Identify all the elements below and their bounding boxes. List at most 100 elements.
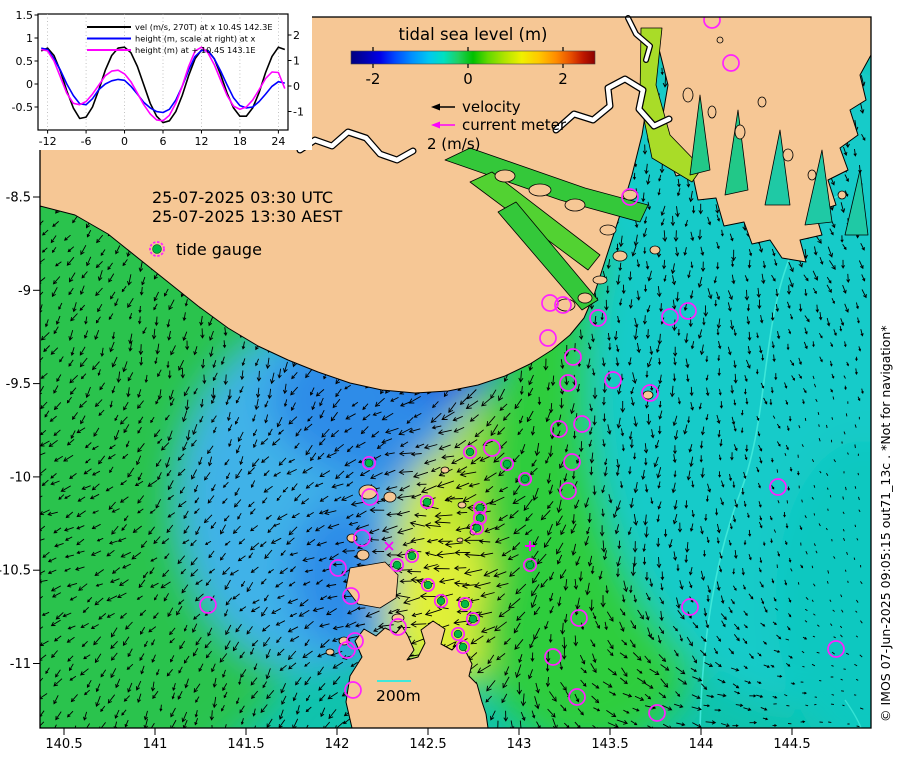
watermark-text: © IMOS 07-Jun-2025 09:05:15 out71_13c . … [878, 325, 893, 722]
current-meter-marker [559, 374, 577, 392]
inset-series-line [40, 46, 286, 124]
x-tick-label: 144.5 [773, 737, 810, 752]
y-tick-label: -9 [18, 284, 31, 299]
inset-legend-label: height (m) at + 10.4S 143.1E [135, 45, 256, 55]
tide-gauge-marker [465, 611, 481, 627]
tide-gauge-label: tide gauge [176, 240, 262, 259]
inlet-water [724, 109, 749, 196]
x-tick-label: 142.5 [409, 737, 446, 752]
inset-x-tick-label: 18 [233, 135, 247, 148]
current-meter-marker [573, 415, 591, 433]
tide-gauge-marker [420, 577, 436, 593]
delta-channel [497, 201, 599, 311]
inset-yleft-tick-label: 1.5 [16, 9, 34, 22]
longitude-axis: 140.5 141 141.5 142 142.5 143 143.5 144 144.5 [45, 728, 811, 752]
inlet-water [804, 149, 833, 226]
tide-gauge-marker [469, 520, 485, 536]
colorbar: tidal sea level (m) -2 0 2 [350, 25, 596, 88]
current-meter-marker [329, 559, 347, 577]
x-tick-label: 143 [507, 737, 532, 752]
current-meter-marker [589, 309, 607, 327]
tide-gauge-marker [361, 455, 377, 471]
current-meter-marker [570, 609, 588, 627]
inset-x-tick-label: -6 [81, 135, 92, 148]
current-meter-marker [344, 681, 362, 699]
tide-gauge-marker [499, 456, 515, 472]
current-meter-marker [681, 598, 699, 616]
x-tick-label: 140.5 [45, 737, 82, 752]
current-meter-marker [661, 308, 679, 326]
inset-x-tick-label: 24 [271, 135, 285, 148]
current-meter-marker [827, 640, 845, 658]
colorbar-tick-label: 2 [558, 70, 568, 88]
map-border [39, 16, 872, 729]
current-meter-marker [539, 329, 557, 347]
timestamp-block: 25-07-2025 03:30 UTC 25-07-2025 13:30 AE… [152, 188, 342, 226]
inset-yright-tick-label: 0 [293, 80, 300, 93]
x-tick-label: 141.5 [227, 737, 264, 752]
current-meter-marker [722, 54, 740, 72]
tide-gauge-marker [455, 639, 471, 655]
inset-x-tick-label: 0 [121, 135, 128, 148]
current-meter-marker [554, 296, 572, 314]
current-meter-marker [641, 384, 659, 402]
x-tick-label: 141 [143, 737, 168, 752]
current-meter-marker [648, 704, 666, 722]
contour-scale-label: 200m [376, 687, 421, 705]
current-meter-marker [342, 587, 360, 605]
tide-gauge-legend: tide gauge [149, 240, 262, 259]
inset-series-line [41, 46, 286, 122]
current-meter-marker [199, 596, 217, 614]
current-meter-marker [679, 302, 697, 320]
inset-yleft-tick-label: -0.5 [12, 101, 33, 114]
tide-gauge-marker [450, 626, 466, 642]
tide-gauge-marker [433, 593, 449, 609]
tide-gauge-marker [457, 596, 473, 612]
tide-gauge-marker [389, 557, 405, 573]
station-markers [199, 17, 845, 722]
current-meter-marker [769, 478, 787, 496]
timestamp-utc: 25-07-2025 03:30 UTC [152, 188, 333, 207]
current-meter-marker [361, 488, 379, 506]
current-meter-marker [564, 348, 582, 366]
inlet-water [844, 169, 869, 236]
y-tick-label: -11 [10, 657, 31, 672]
current-meter-marker [353, 529, 371, 547]
inset-yright-tick-label: -1 [293, 106, 304, 119]
colorbar-tick-label: -2 [366, 70, 381, 88]
inset-x-tick-label: 12 [194, 135, 208, 148]
rivers [296, 15, 673, 164]
inset-yright-tick-label: 1 [293, 55, 300, 68]
vector-legend: velocity current meter 2 (m/s) [427, 98, 567, 153]
velocity-arrow-icon [431, 103, 440, 111]
x-tick-label: 144 [689, 737, 714, 752]
current-meter-marker [703, 17, 721, 29]
tide-gauge-marker [472, 510, 488, 526]
current-meter-arrow-icon [431, 121, 440, 129]
tide-gauge-marker [462, 444, 478, 460]
y-tick-label: -9.5 [6, 377, 31, 392]
current-meter-marker [544, 648, 562, 666]
y-tick-label: -10 [10, 470, 31, 485]
inlet-water [689, 94, 711, 176]
current-meter-marker [541, 294, 559, 312]
inset-yleft-tick-label: 0.5 [16, 55, 34, 68]
inset-yleft-tick-label: 1 [26, 32, 33, 45]
inset-timeseries: -12 -6 0 6 12 18 24 1.5 1 0.5 0 -0.5 2 1 0 -1 vel (m/s,… [6, 9, 312, 150]
inset-yleft-tick-label: 0 [26, 78, 33, 91]
current-meter-marker [604, 371, 622, 389]
colorbar-gradient [350, 50, 596, 65]
x-tick-label: 142 [325, 737, 350, 752]
colorbar-ticks: -2 0 2 [366, 47, 568, 88]
current-meter-marker [568, 688, 586, 706]
colorbar-title: tidal sea level (m) [399, 25, 548, 44]
current-meter-marker [563, 453, 581, 471]
current-meter-marker [338, 641, 356, 659]
tide-gauge-marker [419, 494, 435, 510]
current-meter-marker [559, 482, 577, 500]
inset-x-tick-label: 6 [160, 135, 167, 148]
inset-legend-label: vel (m/s, 270T) at x 10.4S 142.3E [135, 22, 273, 32]
plus-station-marker [525, 541, 535, 551]
colorbar-tick-label: 0 [463, 70, 473, 88]
